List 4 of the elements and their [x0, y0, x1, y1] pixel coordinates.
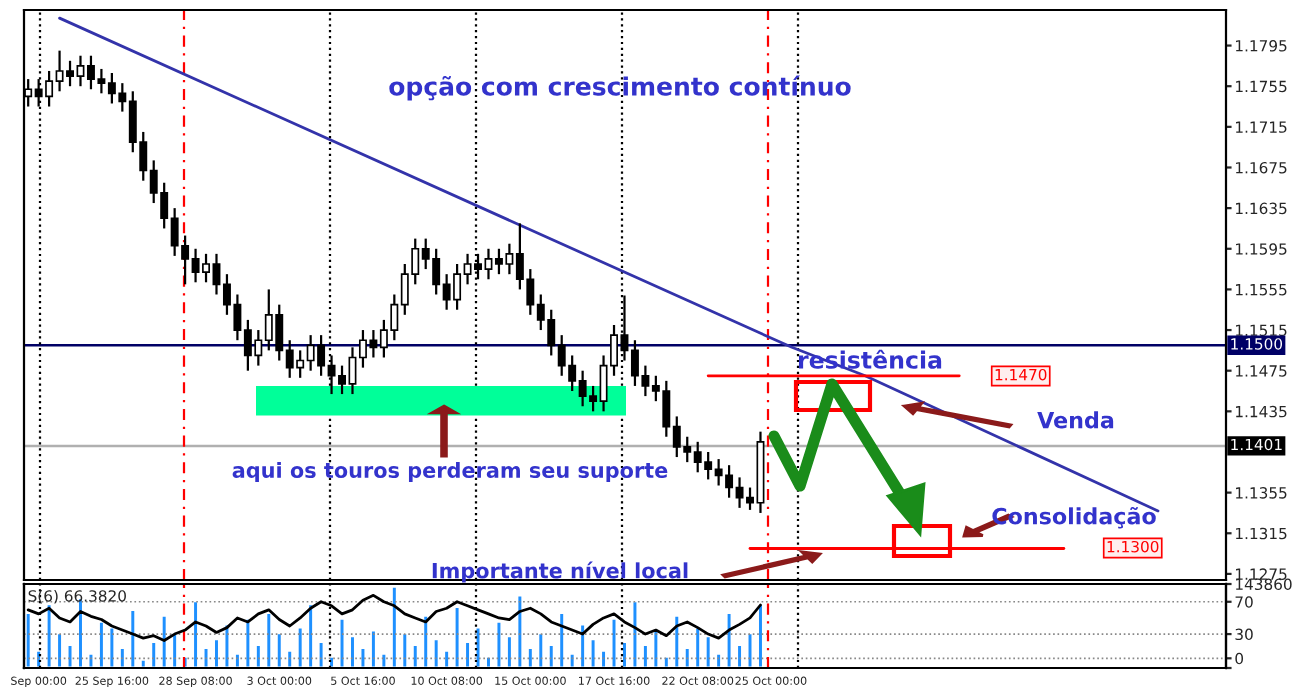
annotation: Importante nível local — [432, 561, 688, 583]
annotation: aqui os touros perderam seu suporte — [232, 461, 668, 483]
annotation: opção com crescimento contínuo — [389, 75, 851, 101]
annotation: Venda — [1037, 411, 1114, 429]
